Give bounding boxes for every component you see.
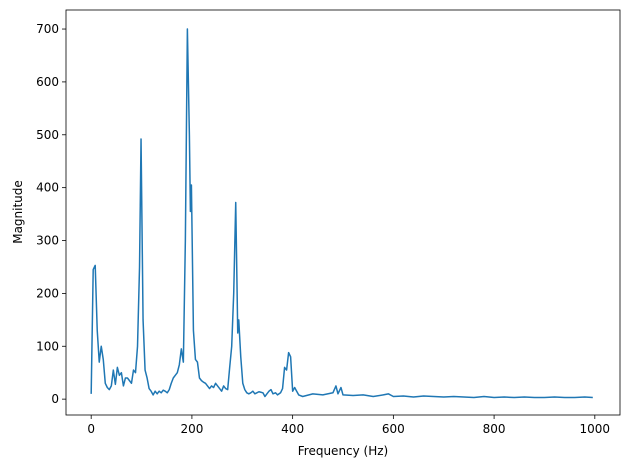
x-tick-label: 600	[382, 422, 405, 436]
x-axis-label: Frequency (Hz)	[298, 444, 389, 458]
x-tick-label: 400	[281, 422, 304, 436]
y-tick-label: 200	[36, 286, 59, 300]
x-tick-label: 1000	[580, 422, 611, 436]
y-tick-label: 100	[36, 339, 59, 353]
y-tick-label: 700	[36, 22, 59, 36]
y-tick-label: 400	[36, 181, 59, 195]
y-tick-label: 600	[36, 75, 59, 89]
plot-frame	[65, 9, 621, 416]
x-tick-label: 200	[180, 422, 203, 436]
x-tick-label: 800	[483, 422, 506, 436]
x-tick-label: 0	[87, 422, 95, 436]
y-tick-label: 0	[51, 392, 59, 406]
y-tick-label: 300	[36, 234, 59, 248]
y-tick-label: 500	[36, 128, 59, 142]
data-line	[90, 28, 593, 399]
y-axis-label: Magnitude	[11, 180, 25, 244]
